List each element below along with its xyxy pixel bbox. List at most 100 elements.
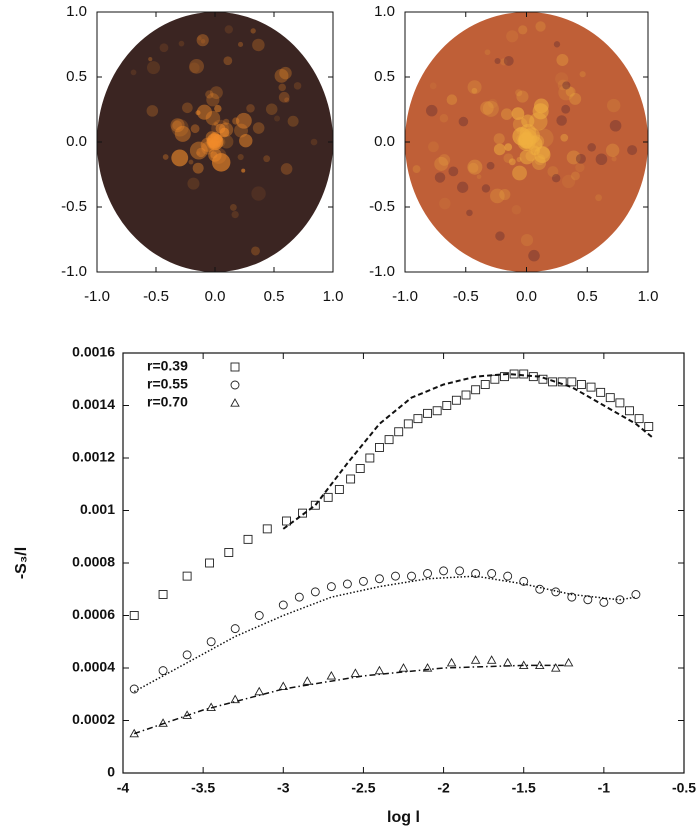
x-tick-label: -0.5 — [453, 288, 479, 305]
texture-blob — [500, 58, 508, 66]
texture-blob — [188, 159, 194, 165]
fit-line — [133, 575, 637, 693]
data-point — [182, 650, 192, 660]
texture-blob — [493, 143, 506, 156]
data-point — [509, 369, 519, 379]
texture-blob — [429, 82, 437, 90]
texture-blob — [130, 69, 137, 76]
texture-blob — [446, 94, 458, 105]
plot-frame — [404, 11, 649, 273]
data-point — [471, 385, 481, 395]
data-point — [519, 369, 529, 379]
data-point — [471, 569, 481, 578]
texture-blob — [223, 56, 233, 66]
x-tick-label: 0.5 — [264, 288, 285, 305]
texture-blob — [595, 153, 608, 166]
data-point — [262, 524, 272, 534]
texture-blob — [224, 25, 233, 34]
texture-blob — [278, 83, 286, 92]
data-point — [254, 686, 265, 696]
texture-blob — [239, 134, 253, 148]
x-tick-label: -0.5 — [672, 780, 696, 796]
data-point — [432, 406, 442, 416]
texture-blob — [241, 168, 246, 173]
texture-blob — [503, 55, 514, 66]
texture-blob — [428, 141, 439, 153]
texture-blob — [205, 90, 214, 99]
x-tick-label: 0.0 — [205, 288, 226, 305]
data-point — [446, 657, 457, 667]
texture-blob — [526, 141, 532, 147]
y-tick-label: 1.0 — [66, 3, 87, 20]
texture-blob — [518, 25, 528, 35]
texture-blob — [190, 124, 200, 134]
texture-blob — [528, 249, 540, 262]
texture-blob — [251, 246, 260, 256]
data-point — [586, 382, 596, 392]
data-point — [374, 665, 385, 675]
texture-blob — [500, 108, 513, 120]
texture-blob — [214, 104, 222, 113]
data-point — [551, 663, 561, 672]
x-tick-label: -0.5 — [143, 288, 169, 305]
texture-blob — [214, 122, 219, 127]
data-point — [442, 401, 452, 410]
texture-blob — [480, 101, 494, 115]
y-tick-label: 0.0006 — [72, 606, 115, 622]
texture-blob — [521, 114, 535, 128]
data-point — [534, 660, 545, 670]
data-point — [519, 576, 529, 586]
texture-blob — [171, 149, 189, 167]
y-tick-label: 0 — [107, 764, 115, 780]
texture-blob — [575, 153, 586, 164]
texture-blob — [425, 104, 438, 117]
texture-blob — [178, 40, 185, 47]
texture-blob — [232, 117, 240, 125]
data-point — [182, 571, 192, 581]
legend-marker — [230, 380, 240, 390]
texture-blob — [531, 155, 547, 171]
texture-blob — [219, 127, 230, 138]
x-tick-label: 1.0 — [638, 288, 659, 305]
data-point — [391, 571, 400, 581]
texture-blob — [533, 146, 551, 164]
texture-blob — [511, 107, 525, 120]
texture-blob — [565, 86, 576, 97]
legend-label: r=0.70 — [147, 394, 188, 410]
data-point — [294, 592, 304, 602]
legend-marker — [230, 398, 240, 407]
data-point — [302, 676, 313, 685]
texture-blob — [250, 28, 256, 34]
data-point — [323, 492, 333, 502]
texture-blob — [434, 172, 446, 183]
texture-blob — [170, 118, 185, 133]
x-tick-label: 0.5 — [577, 288, 598, 305]
texture-blob — [556, 115, 567, 126]
texture-blob — [595, 194, 602, 202]
texture-blob — [504, 143, 513, 151]
texture-blob — [229, 203, 237, 211]
texture-blob — [555, 72, 569, 86]
texture-blob — [211, 153, 231, 172]
data-point — [502, 657, 513, 667]
legend-label: r=0.39 — [147, 358, 188, 374]
data-point — [278, 600, 288, 610]
texture-blob — [457, 181, 469, 193]
data-point — [346, 474, 356, 484]
texture-blob — [519, 149, 535, 165]
data-point — [310, 500, 320, 510]
texture-blob — [516, 90, 529, 103]
y-tick-label: -0.5 — [369, 198, 395, 215]
x-tick-label: 0.0 — [516, 288, 537, 305]
data-point — [470, 655, 481, 664]
texture-blob — [536, 146, 550, 160]
data-point — [224, 548, 234, 557]
data-point — [599, 597, 609, 607]
y-tick-label: -1.0 — [369, 263, 395, 280]
texture-blob — [234, 123, 249, 138]
data-point — [439, 566, 449, 576]
data-point — [326, 670, 337, 680]
texture-blob — [468, 162, 479, 173]
texture-blob — [189, 59, 204, 74]
data-point — [243, 534, 253, 544]
